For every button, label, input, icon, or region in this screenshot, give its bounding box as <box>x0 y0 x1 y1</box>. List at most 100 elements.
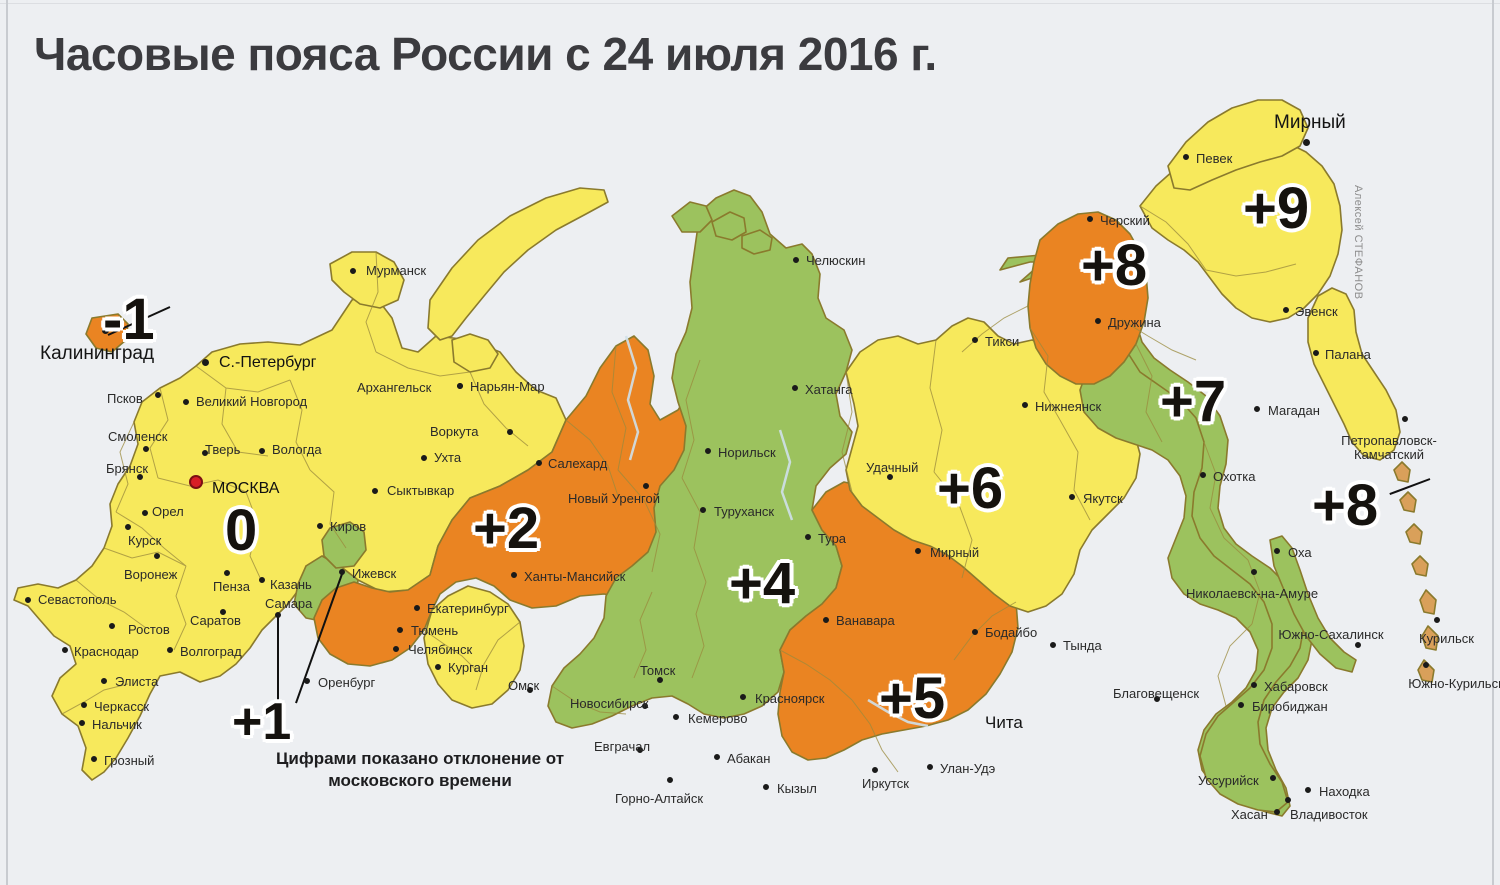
city-dot <box>1238 702 1244 708</box>
city-dot <box>339 569 345 575</box>
city-dot <box>372 488 378 494</box>
city-dot <box>507 429 513 435</box>
city-dot <box>657 677 663 683</box>
city-dot <box>823 617 829 623</box>
city-label: Пенза <box>213 579 250 594</box>
city-dot <box>1274 809 1280 815</box>
city-label: Тында <box>1063 638 1102 653</box>
zone-omsk <box>423 585 525 709</box>
city-label: Биробиджан <box>1252 699 1328 714</box>
city-label: Орел <box>152 504 184 519</box>
city-dot <box>1274 548 1280 554</box>
city-label: Николаевск-на-Амуре <box>1186 586 1319 601</box>
city-label: Великий Новгород <box>196 394 308 409</box>
city-label: Хабаровск <box>1264 679 1328 694</box>
city-label-kaliningrad: Калининград <box>40 343 155 364</box>
island-severnaya-zemlya-b <box>711 211 747 241</box>
city-label: Нальчик <box>92 717 142 732</box>
city-label: С.-Петербург <box>219 354 317 371</box>
admin-borders <box>61 205 1297 773</box>
city-label: Тикси <box>985 334 1020 349</box>
city-dot <box>1050 642 1056 648</box>
city-label: Ванавара <box>836 613 895 628</box>
city-label: Ухта <box>434 450 462 465</box>
city-label: Южно-Курильск <box>1408 676 1500 691</box>
city-dot <box>154 553 160 559</box>
city-dot <box>872 767 878 773</box>
city-label: Мирный <box>930 545 980 560</box>
city-label: Саратов <box>190 613 241 628</box>
city-label: Тюмень <box>411 623 459 638</box>
city-label: Абакан <box>727 751 771 766</box>
city-label: Улан-Удэ <box>940 761 996 776</box>
city-dot <box>224 570 230 576</box>
island-kuril-3 <box>1405 523 1423 545</box>
city-label: Омск <box>508 678 540 693</box>
city-label: Черкасск <box>94 699 150 714</box>
city-label: Грозный <box>104 753 155 768</box>
city-dot <box>304 678 310 684</box>
city-dot <box>714 754 720 760</box>
city-label: Евграчал <box>594 739 651 754</box>
city-dot <box>137 474 143 480</box>
city-label: Владивосток <box>1290 807 1368 822</box>
city-label: Курган <box>448 660 489 675</box>
city-dot <box>202 450 208 456</box>
city-label-anadyr: Мирный <box>1274 112 1346 133</box>
city-label: Курск <box>128 533 162 548</box>
city-label: Иркутск <box>862 776 909 791</box>
city-label: Челюскин <box>806 253 866 268</box>
city-dot <box>527 687 533 693</box>
city-label: Воронеж <box>124 567 178 582</box>
city-label: Благовещенск <box>1113 686 1200 701</box>
city-label: Уссурийск <box>1198 773 1259 788</box>
city-label: Краснодар <box>74 644 139 659</box>
city-dot <box>457 383 463 389</box>
city-dot <box>79 720 85 726</box>
city-label: Находка <box>1319 784 1370 799</box>
city-dot <box>435 664 441 670</box>
zone-marker-plus1: +1 <box>232 693 292 751</box>
city-dot <box>642 703 648 709</box>
city-label: Курильск <box>1419 631 1474 646</box>
city-dot <box>643 483 649 489</box>
city-dot <box>915 548 921 554</box>
city-dot <box>1355 642 1361 648</box>
city-dot <box>109 623 115 629</box>
zone-marker-plus4: +4 <box>729 551 796 616</box>
city-label: Севастополь <box>38 592 117 607</box>
zone-marker-plus5: +5 <box>879 666 946 731</box>
page-title: Часовые пояса России с 24 июля 2016 г. <box>34 28 937 80</box>
city-dot <box>1087 216 1093 222</box>
city-label: Киров <box>330 519 367 534</box>
zone-marker-plus8: +8 <box>1081 233 1148 298</box>
zone-yakutsk <box>845 317 1141 613</box>
city-dot <box>1305 787 1311 793</box>
city-label: Якутск <box>1083 491 1123 506</box>
city-dot <box>101 678 107 684</box>
rivers <box>624 335 929 728</box>
page-edge-right <box>1492 0 1494 885</box>
city-dot <box>1251 682 1257 688</box>
city-label: Екатеринбург <box>427 601 509 616</box>
island-kuril-2 <box>1399 491 1417 513</box>
city-label: Челябинск <box>408 642 473 657</box>
author-credit: Алексей СТЕФАНОВ <box>1352 185 1364 300</box>
city-dot <box>1402 416 1408 422</box>
city-label: Сыктывкар <box>387 483 455 498</box>
city-dot <box>275 612 281 618</box>
city-label: Вологда <box>272 442 322 457</box>
city-dot <box>1254 406 1260 412</box>
city-dot <box>1302 138 1310 146</box>
city-dot <box>1283 307 1289 313</box>
city-label: Нижнеянск <box>1035 399 1102 414</box>
zone-kamchatka <box>1307 287 1401 461</box>
city-label: Оренбург <box>318 675 376 690</box>
city-dot <box>1251 569 1257 575</box>
city-label: Охотка <box>1213 469 1256 484</box>
zone-magadan <box>1027 211 1149 385</box>
city-dot <box>25 597 31 603</box>
city-dot <box>1183 154 1189 160</box>
island-novaya-zemlya <box>427 187 609 341</box>
